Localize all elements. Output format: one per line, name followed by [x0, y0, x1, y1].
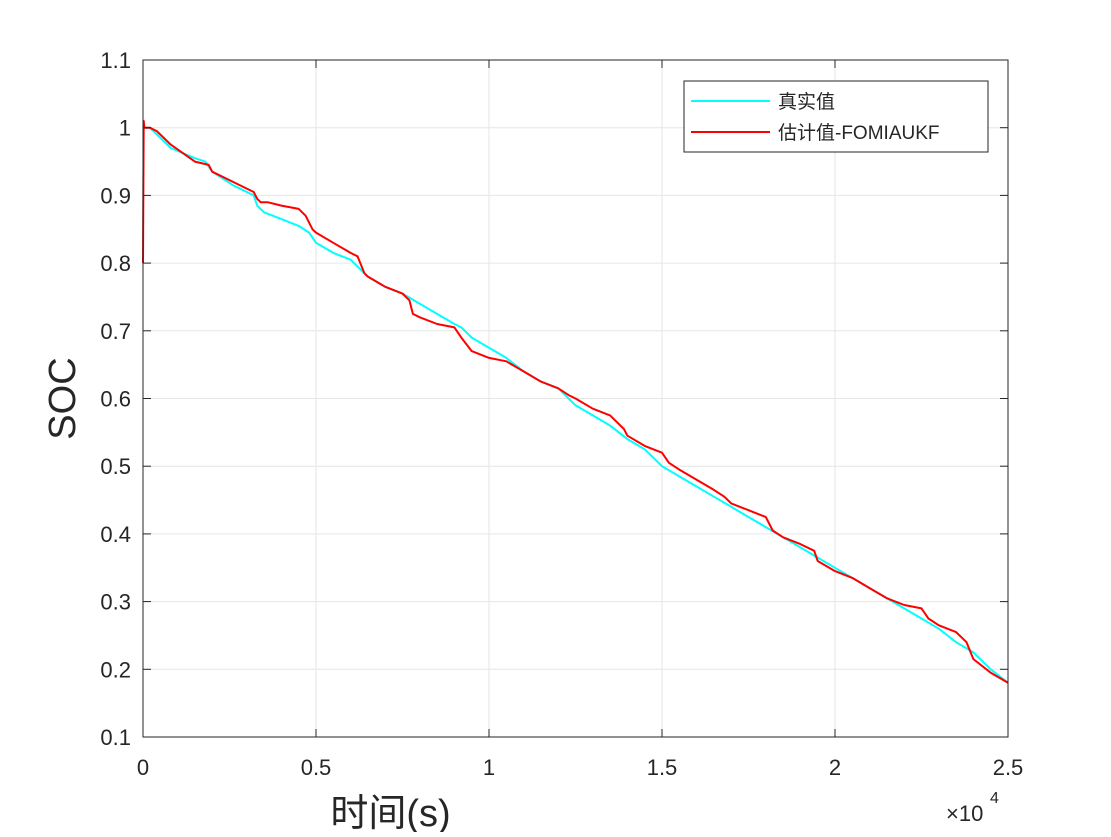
y-tick-label: 0.7	[100, 319, 131, 344]
x-tick-label: 0	[137, 755, 149, 780]
x-axis-label: 时间(s)	[330, 793, 450, 832]
x-tick-label: 1	[483, 755, 495, 780]
x-exponent-power: 4	[990, 790, 999, 807]
y-axis-label: SOC	[42, 357, 84, 439]
legend-label-series-1: 真实值	[778, 91, 835, 113]
y-tick-label: 0.9	[100, 183, 131, 208]
axis-ticks	[142, 59, 1009, 738]
series-line-2	[142, 119, 1009, 684]
x-exponent-base: ×10	[946, 801, 983, 826]
y-tick-label: 0.6	[100, 387, 131, 412]
x-exponent: ×10 4	[946, 790, 999, 826]
y-tick-label: 0.8	[100, 251, 131, 276]
y-tick-label: 1.1	[100, 48, 131, 73]
legend-label-series-2: 估计值-FOMIAUKF	[778, 122, 940, 144]
y-tick-label: 0.5	[100, 454, 131, 479]
x-tick-label: 2.5	[993, 755, 1024, 780]
tick-labels: 0 0.5 1 1.5 2 2.5 0.1 0.2 0.3 0.4 0.5 0.6 0.7 0.8 0.9 1…	[100, 48, 1023, 780]
x-tick-label: 0.5	[301, 755, 332, 780]
legend-box	[683, 80, 989, 153]
y-tick-label: 0.3	[100, 590, 131, 615]
y-tick-label: 0.2	[100, 657, 131, 682]
y-tick-label: 0.4	[100, 522, 131, 547]
series-lines	[142, 119, 1009, 684]
x-tick-label: 2	[829, 755, 841, 780]
y-tick-label: 1	[119, 116, 131, 141]
y-tick-label: 0.1	[100, 725, 131, 750]
legend: 真实值 估计值-FOMIAUKF	[683, 80, 989, 153]
x-tick-label: 1.5	[647, 755, 678, 780]
